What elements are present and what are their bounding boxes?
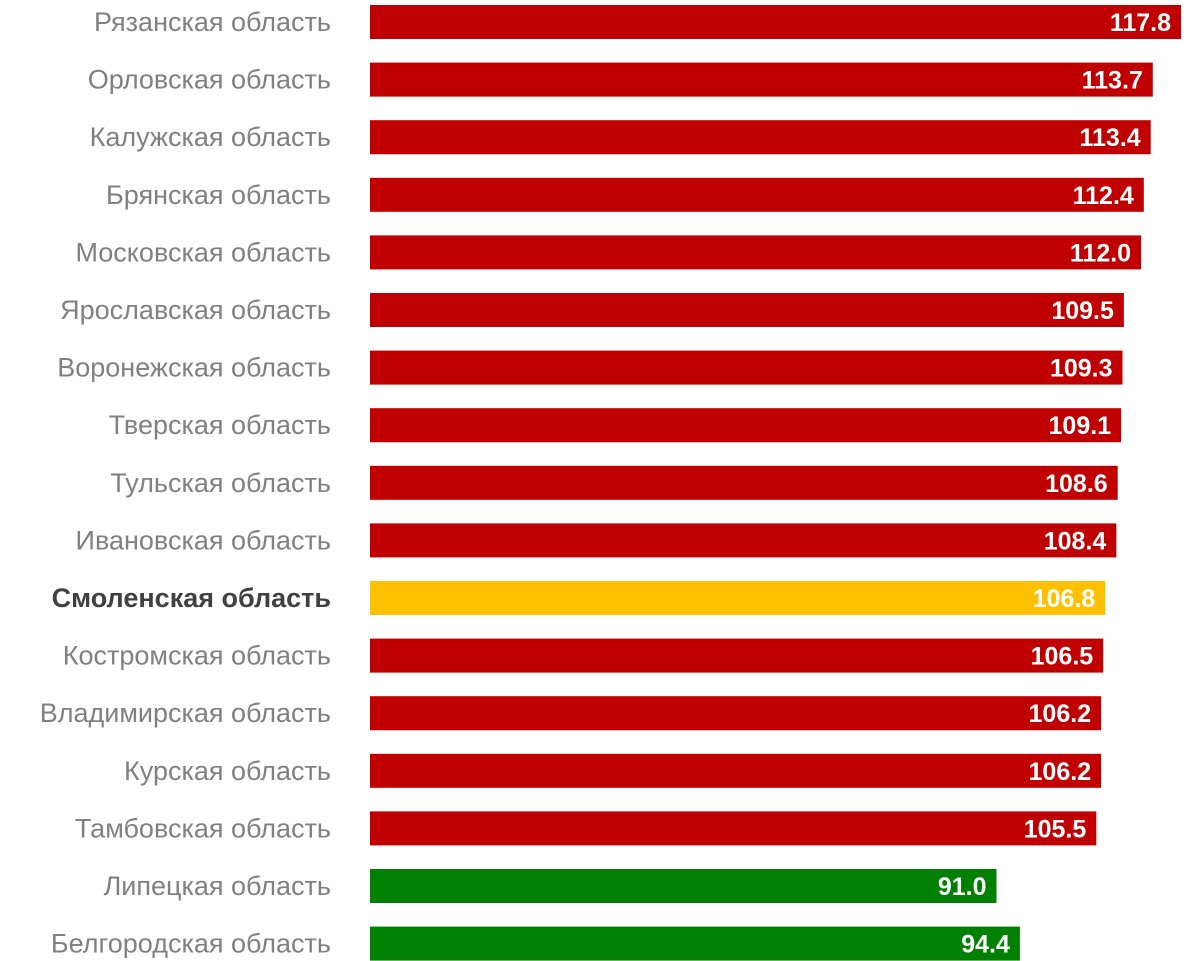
value-label: 106.2 xyxy=(1029,758,1092,786)
bar xyxy=(370,177,1144,212)
value-label: 109.5 xyxy=(1051,297,1114,325)
bar xyxy=(370,696,1102,731)
bar xyxy=(370,120,1151,155)
value-label: 106.8 xyxy=(1033,585,1096,613)
category-label: Тверская область xyxy=(109,410,331,440)
value-label: 108.4 xyxy=(1044,527,1107,555)
bar xyxy=(370,869,997,903)
value-label: 113.4 xyxy=(1080,124,1141,152)
bar xyxy=(370,235,1142,270)
value-label: 91.0 xyxy=(938,873,987,901)
bar xyxy=(370,465,1118,500)
category-label: Рязанская область xyxy=(94,7,331,37)
bar xyxy=(370,638,1104,673)
category-label: Липецкая область xyxy=(104,871,331,901)
category-label: Калужская область xyxy=(90,122,331,152)
category-labels: Рязанская область Орловская область Калужс… xyxy=(40,7,331,959)
bar xyxy=(370,523,1117,558)
category-label: Орловская область xyxy=(88,65,331,95)
category-label: Смоленская область xyxy=(52,583,331,613)
category-label: Белгородская область xyxy=(51,929,331,959)
bars xyxy=(370,5,1181,961)
category-label: Ярославская область xyxy=(60,295,331,325)
bar xyxy=(370,350,1123,385)
value-labels: 117.8 113.7 113.4 112.4 112.0 109.5 109.3 109.1… xyxy=(938,9,1171,959)
value-label: 94.4 xyxy=(961,931,1010,959)
bar xyxy=(370,581,1106,615)
bar xyxy=(370,5,1181,39)
bar xyxy=(370,62,1153,97)
value-label: 106.2 xyxy=(1029,700,1092,728)
value-label: 108.6 xyxy=(1045,470,1108,498)
bar xyxy=(370,753,1102,788)
value-label: 106.5 xyxy=(1031,643,1094,671)
value-label: 105.5 xyxy=(1024,815,1087,843)
bar xyxy=(370,926,1020,961)
bar xyxy=(370,408,1122,443)
category-label: Костромская область xyxy=(63,641,331,671)
category-label: Воронежская область xyxy=(57,353,331,383)
bar xyxy=(370,293,1124,327)
category-label: Тамбовская область xyxy=(75,813,331,843)
category-label: Курская область xyxy=(124,756,331,786)
value-label: 109.1 xyxy=(1049,412,1112,440)
bar xyxy=(370,811,1097,846)
value-label: 112.0 xyxy=(1070,239,1131,267)
category-label: Владимирская область xyxy=(40,698,331,728)
category-label: Брянская область xyxy=(106,180,331,210)
value-label: 113.7 xyxy=(1082,67,1143,95)
category-label: Московская область xyxy=(76,237,332,267)
value-label: 109.3 xyxy=(1050,355,1113,383)
value-label: 117.8 xyxy=(1110,9,1171,37)
category-label: Тульская область xyxy=(110,468,331,498)
value-label: 112.4 xyxy=(1073,182,1134,210)
category-label: Ивановская область xyxy=(76,525,331,555)
